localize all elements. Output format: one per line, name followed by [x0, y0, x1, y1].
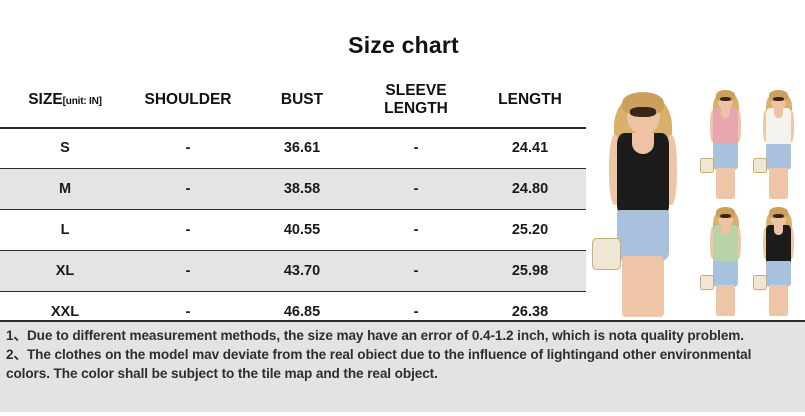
model-arm-left	[709, 226, 715, 259]
cell-bust: 36.61	[246, 127, 358, 170]
product-image-panel	[586, 84, 805, 317]
handbag-icon	[700, 275, 714, 291]
page-title: Size chart	[0, 32, 805, 59]
handbag-icon	[700, 158, 714, 174]
cell-size: M	[0, 168, 130, 211]
product-variant-grid	[699, 84, 805, 317]
handbag-icon	[592, 237, 621, 271]
model-arm-right	[789, 226, 795, 259]
cell-size: XL	[0, 250, 130, 293]
sunglasses-icon	[719, 213, 732, 218]
column-header-sleeve-line1: SLEEVE	[385, 82, 447, 99]
product-variant-white	[752, 84, 805, 200]
model-arm-right	[789, 109, 795, 142]
table-row: L - 40.55 - 25.20	[0, 209, 586, 252]
denim-shorts	[713, 261, 738, 287]
model-legs	[768, 284, 789, 316]
hair-top	[716, 207, 736, 218]
sunglasses-icon	[629, 107, 657, 118]
model-arm-right	[736, 226, 742, 259]
denim-shorts	[616, 209, 670, 262]
sunglasses-icon	[772, 213, 785, 218]
model-legs	[715, 167, 736, 199]
table-row: S - 36.61 - 24.41	[0, 127, 586, 170]
garment-neckline	[720, 225, 731, 235]
model-legs	[622, 256, 664, 317]
product-variant-mint	[699, 201, 752, 317]
note-text-2: 2、The clothes on the model mav deviate f…	[6, 346, 752, 381]
product-variant-pink	[699, 84, 752, 200]
model-arm-left	[709, 109, 715, 142]
sunglasses-icon	[772, 96, 785, 101]
column-header-bust: BUST	[280, 91, 324, 109]
cell-bust: 38.58	[246, 168, 358, 211]
page-title-text: Size chart	[348, 32, 459, 58]
column-header-size-unit: [unit: IN]	[62, 96, 102, 108]
cell-shoulder: -	[130, 250, 246, 293]
cell-size: S	[0, 127, 130, 170]
cell-length: 24.41	[474, 127, 586, 170]
size-table-header: SIZE[unit: IN] SHOULDER BUST SLEEVE LENGT…	[0, 78, 586, 128]
size-table-body: S - 36.61 - 24.41 M - 38.58 - 24.80 L - …	[0, 127, 586, 333]
cell-length: 25.20	[474, 209, 586, 252]
size-table: SIZE[unit: IN] SHOULDER BUST SLEEVE LENGT…	[0, 78, 586, 333]
column-header-sleeve-length: SLEEVE LENGTH	[358, 78, 474, 128]
column-header-size-label: SIZE	[28, 91, 63, 109]
model-legs	[715, 284, 736, 316]
note-item-1: 1、Due to different measurement methods, …	[6, 327, 797, 346]
model-arm-left	[762, 109, 768, 142]
column-header-size: SIZE[unit: IN]	[0, 78, 130, 128]
cell-sleeve-length: -	[358, 209, 474, 252]
handbag-icon	[753, 158, 767, 174]
model-figure-black	[588, 84, 698, 317]
table-row: XL - 43.70 - 25.98	[0, 250, 586, 293]
garment-neckline	[773, 225, 784, 235]
garment-neckline	[720, 108, 731, 118]
product-photo-hero	[588, 84, 698, 317]
product-variant-black	[752, 201, 805, 317]
column-header-length: LENGTH	[498, 91, 562, 109]
column-header-sleeve-line2: LENGTH	[384, 100, 448, 118]
cell-bust: 40.55	[246, 209, 358, 252]
denim-shorts	[766, 261, 791, 287]
cell-size: L	[0, 209, 130, 252]
model-legs	[768, 167, 789, 199]
table-row: M - 38.58 - 24.80	[0, 168, 586, 211]
sunglasses-icon	[719, 96, 732, 101]
cell-sleeve-length: -	[358, 127, 474, 170]
cell-sleeve-length: -	[358, 250, 474, 293]
denim-shorts	[766, 144, 791, 170]
cell-bust: 43.70	[246, 250, 358, 293]
cell-length: 25.98	[474, 250, 586, 293]
hair-top	[769, 90, 789, 101]
size-table-container: SIZE[unit: IN] SHOULDER BUST SLEEVE LENGT…	[0, 78, 586, 333]
column-header-shoulder: SHOULDER	[144, 91, 232, 109]
model-arm-left	[762, 226, 768, 259]
cell-shoulder: -	[130, 168, 246, 211]
header-row: SIZE[unit: IN] SHOULDER BUST SLEEVE LENGT…	[0, 78, 586, 128]
garment-neckline	[773, 108, 784, 118]
hair-top	[769, 207, 789, 218]
handbag-icon	[753, 275, 767, 291]
cell-shoulder: -	[130, 127, 246, 170]
cell-length: 24.80	[474, 168, 586, 211]
cell-sleeve-length: -	[358, 168, 474, 211]
model-arm-right	[736, 109, 742, 142]
note-text-1: 1、Due to different measurement methods, …	[6, 328, 744, 343]
denim-shorts	[713, 144, 738, 170]
hair-top	[716, 90, 736, 101]
cell-shoulder: -	[130, 209, 246, 252]
garment-neckline	[632, 132, 654, 154]
note-item-2: 2、The clothes on the model mav deviate f…	[6, 346, 797, 384]
notes-section: 1、Due to different measurement methods, …	[0, 320, 805, 412]
